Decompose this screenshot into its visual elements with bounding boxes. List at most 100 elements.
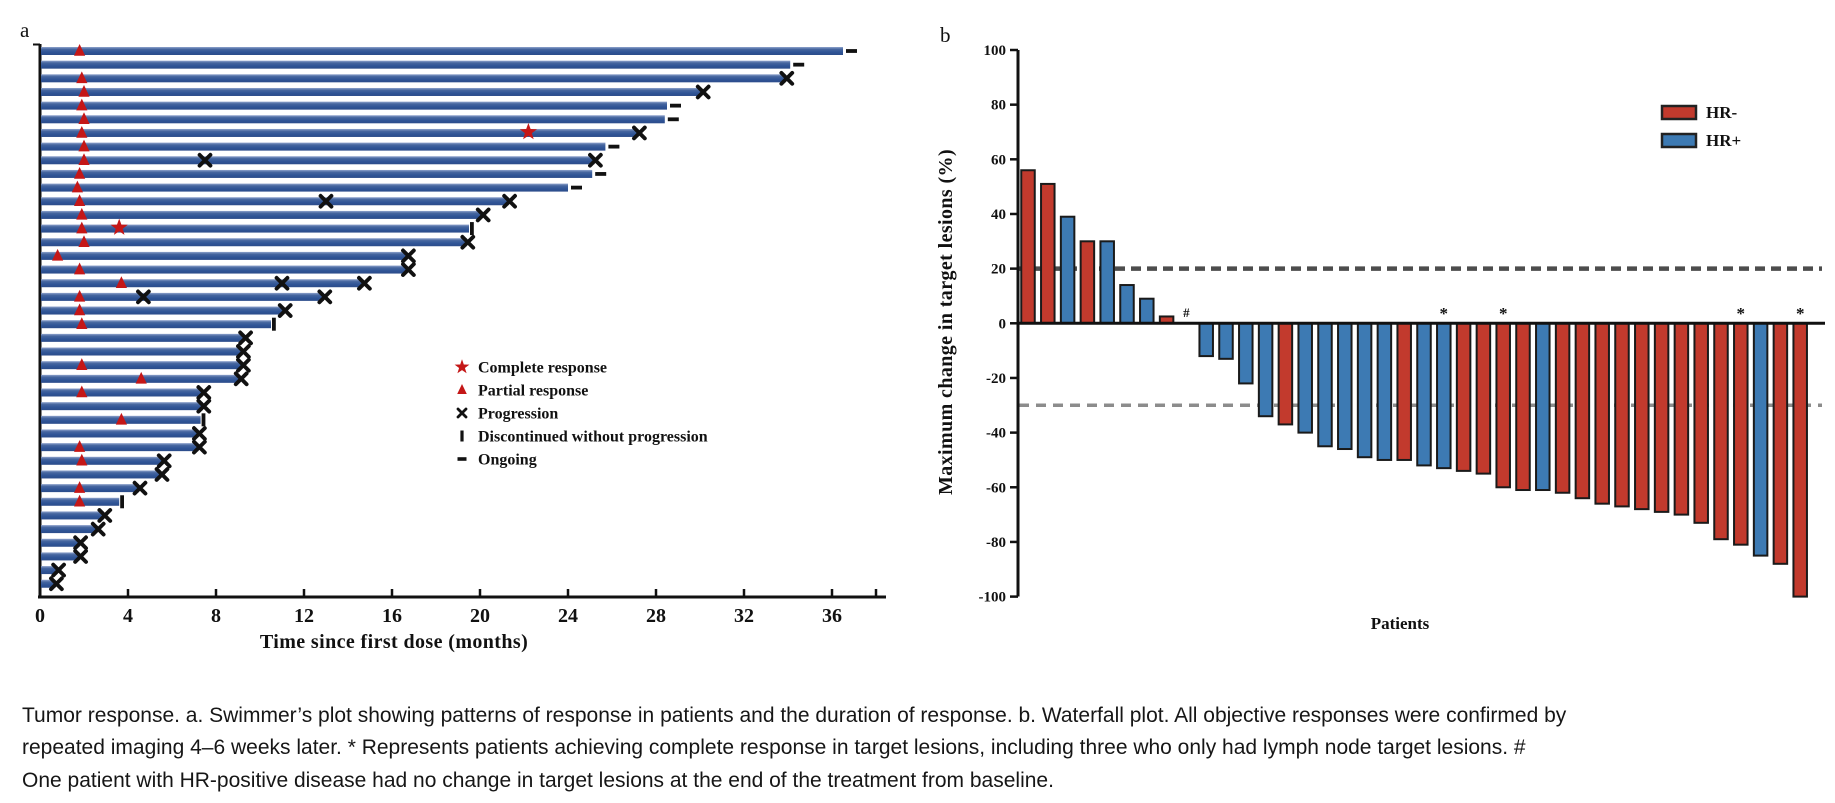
- progression-marker: [779, 70, 795, 86]
- swimmer-bar: [41, 429, 199, 438]
- ongoing-marker: [571, 185, 582, 190]
- progression-marker: [197, 152, 213, 168]
- swimmer-bar: [41, 87, 703, 96]
- y-tick-label: 80: [991, 98, 1006, 114]
- x-tick-label: 8: [211, 605, 221, 627]
- x-tick-label: 32: [734, 605, 754, 627]
- legend-item-label: Complete response: [478, 360, 607, 377]
- partial-response-marker: [74, 303, 86, 316]
- progression-marker: [238, 330, 253, 346]
- swimmer-bar: [41, 74, 786, 83]
- waterfall-bar: [1099, 240, 1115, 325]
- y-tick-label: -80: [986, 535, 1006, 551]
- partial-response-marker: [74, 440, 86, 452]
- swimmer-bar: [41, 292, 324, 301]
- x-tick-label: 16: [382, 605, 402, 627]
- progression-marker: [192, 426, 207, 441]
- ongoing-icon: [457, 457, 467, 461]
- progression-marker: [196, 398, 212, 414]
- partial-response-marker: [115, 276, 127, 288]
- waterfall-plot: 100 80 60 40 20 0 -20 -40 -60 -80 -100 # * * * *: [979, 43, 1825, 606]
- waterfall-bar: [1059, 215, 1076, 325]
- no-change-hash-marker: #: [1183, 305, 1190, 320]
- swimmer-bar: [41, 361, 243, 370]
- swimmer-plot: 0 4 8 12 16 20 24 28 32 36: [33, 43, 886, 627]
- legend-item-label: Discontinued without progression: [478, 429, 708, 446]
- swimmer-bar: [41, 197, 509, 206]
- progression-marker: [73, 549, 88, 564]
- progression-marker: [695, 84, 711, 100]
- swimmer-bar: [41, 566, 58, 575]
- waterfall-bar: [1376, 322, 1393, 461]
- waterfall-bar: [1020, 169, 1036, 325]
- swimmer-bar: [41, 511, 104, 520]
- y-tick-label: -60: [986, 480, 1006, 496]
- swimmer-bar: [41, 525, 98, 534]
- partial-response-marker: [76, 207, 88, 220]
- ongoing-marker: [608, 144, 620, 149]
- waterfall-bar: [1356, 322, 1373, 459]
- waterfall-bar: [1337, 322, 1353, 451]
- x-tick-label: 12: [294, 605, 314, 627]
- swimmer-bar: [41, 456, 164, 465]
- swimmer-bar: [41, 552, 80, 561]
- swimmer-bar: [41, 388, 203, 397]
- progression-marker: [274, 275, 290, 291]
- progression-marker: [236, 357, 251, 373]
- progression-marker: [357, 275, 372, 291]
- y-tick-label: -20: [986, 371, 1006, 387]
- complete-response-marker: [519, 123, 537, 140]
- progression-icon: [456, 407, 468, 419]
- swimmer-bar: [41, 579, 56, 588]
- complete-response-icon: [454, 359, 470, 374]
- ongoing-marker: [595, 172, 607, 176]
- partial-response-marker: [74, 44, 86, 56]
- swimmer-bar: [41, 210, 483, 219]
- partial-response-marker: [76, 453, 88, 466]
- partial-response-marker: [74, 289, 86, 302]
- waterfall-x-axis-title: Patients: [1371, 614, 1430, 633]
- swimmer-bar: [41, 306, 285, 315]
- waterfall-bar: [1535, 322, 1551, 492]
- swimmer-bar: [41, 265, 408, 274]
- waterfall-bar: [1198, 322, 1214, 358]
- waterfall-legend: HR- HR+: [1660, 103, 1741, 150]
- waterfall-bar: [1416, 322, 1432, 467]
- swimmer-bar: [41, 169, 593, 178]
- partial-response-marker: [78, 112, 90, 125]
- discontinued-marker: [201, 413, 206, 427]
- swimmer-bar: [41, 484, 139, 493]
- waterfall-bar: [1673, 322, 1690, 516]
- y-tick-label: -40: [986, 426, 1006, 442]
- waterfall-bar: [1455, 322, 1472, 472]
- swimmer-bar: [41, 320, 271, 329]
- swimmer-bar: [41, 279, 364, 288]
- x-tick-label: 4: [123, 605, 133, 627]
- legend-item-dash: Ongoing: [457, 452, 537, 469]
- progression-marker: [401, 262, 416, 277]
- progression-marker: [318, 193, 334, 209]
- discontinued-marker: [120, 495, 124, 509]
- swimmer-legend: Complete response Partial response Progres…: [454, 359, 708, 469]
- progression-marker: [401, 248, 416, 264]
- complete-response-asterisk: *: [1737, 304, 1746, 323]
- partial-response-marker: [135, 371, 147, 384]
- legend-item-hr-pos: HR+: [1660, 131, 1741, 150]
- partial-response-marker: [76, 125, 88, 138]
- partial-response-marker: [52, 248, 64, 261]
- progression-marker: [154, 467, 170, 482]
- partial-response-marker: [74, 166, 86, 179]
- legend-swatch: [1660, 104, 1698, 121]
- swimmer-bar: [41, 347, 243, 356]
- swimmer-bar: [41, 538, 80, 547]
- waterfall-y-axis-title: Maximum change in target lesions (%): [935, 149, 957, 495]
- legend-swatch: [1660, 132, 1698, 149]
- waterfall-bar: [1257, 322, 1274, 418]
- x-tick-label: 28: [646, 605, 666, 627]
- legend-item-bar: Discontinued without progression: [460, 429, 708, 446]
- progression-marker: [196, 385, 212, 400]
- waterfall-bar: [1713, 322, 1729, 541]
- swimmer-bar: [41, 183, 568, 192]
- swimmer-bar: [41, 142, 606, 151]
